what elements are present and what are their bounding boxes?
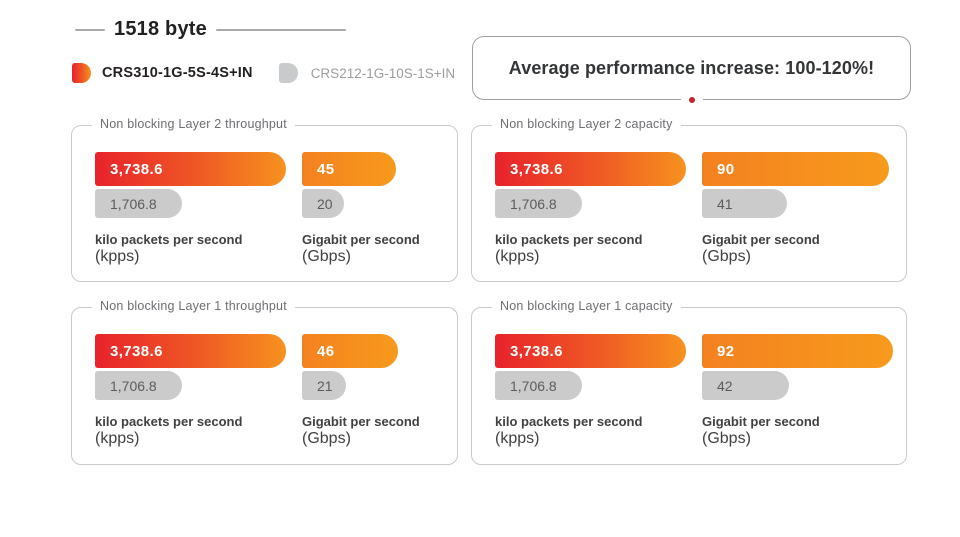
- metric-group-kpps: 3,738.6 1,706.8 kilo packets per second …: [495, 334, 702, 448]
- unit-label: Gigabit per second: [702, 414, 820, 429]
- bar-value: 92: [717, 342, 735, 360]
- bar-crs310-kpps: 3,738.6: [95, 334, 286, 368]
- bar-value: 1,706.8: [510, 195, 557, 212]
- bar-crs310-gbps: 45: [302, 152, 396, 186]
- panel-groups: 3,738.6 1,706.8 kilo packets per second …: [95, 334, 420, 448]
- bar-value: 1,706.8: [110, 377, 157, 394]
- bar-value: 20: [317, 195, 333, 212]
- metric-group-gbps: 46 21 Gigabit per second (Gbps): [302, 334, 420, 448]
- bar-value: 45: [317, 160, 335, 178]
- bar-crs310-gbps: 90: [702, 152, 889, 186]
- header-line-right: [215, 28, 346, 31]
- metric-group-gbps: 90 41 Gigabit per second (Gbps): [702, 152, 889, 266]
- unit-abbr: (kpps): [495, 430, 540, 447]
- bar-value: 3,738.6: [110, 160, 163, 178]
- unit-label: Gigabit per second: [302, 232, 420, 247]
- unit-abbr: (kpps): [95, 248, 140, 265]
- bar-value: 46: [317, 342, 335, 360]
- panel-title: Non blocking Layer 2 throughput: [92, 117, 295, 131]
- legend-label-crs212: CRS212-1G-10S-1S+IN: [310, 65, 456, 81]
- unit-abbr: (kpps): [495, 248, 540, 265]
- bar-crs310-kpps: 3,738.6: [495, 334, 686, 368]
- bar-value: 3,738.6: [510, 342, 563, 360]
- banner-dot-notch: [680, 94, 703, 106]
- unit-label: Gigabit per second: [302, 414, 420, 429]
- legend-label-crs310: CRS310-1G-5S-4S+IN: [102, 65, 253, 81]
- legend-swatch-crs310-icon: [72, 63, 91, 83]
- bar-value: 42: [717, 377, 733, 394]
- bar-crs212-gbps: 21: [302, 371, 346, 400]
- panel-title: Non blocking Layer 1 throughput: [92, 299, 295, 313]
- unit-abbr: (Gbps): [702, 248, 751, 265]
- header-line-left: [75, 28, 105, 31]
- unit-label: kilo packets per second: [95, 232, 243, 247]
- bar-crs212-gbps: 42: [702, 371, 789, 400]
- metric-group-gbps: 92 42 Gigabit per second (Gbps): [702, 334, 893, 448]
- performance-banner-text: Average performance increase: 100-120%!: [508, 57, 875, 78]
- bar-crs212-kpps: 1,706.8: [495, 371, 582, 400]
- bar-value: 21: [317, 377, 333, 394]
- panel-layer2-throughput: Non blocking Layer 2 throughput 3,738.6 …: [71, 117, 458, 282]
- bar-crs212-kpps: 1,706.8: [95, 371, 182, 400]
- bar-crs212-gbps: 20: [302, 189, 344, 218]
- bar-crs310-gbps: 92: [702, 334, 893, 368]
- unit-abbr: (Gbps): [302, 430, 351, 447]
- bar-crs310-gbps: 46: [302, 334, 398, 368]
- bar-crs212-gbps: 41: [702, 189, 787, 218]
- bar-crs212-kpps: 1,706.8: [495, 189, 582, 218]
- panel-groups: 3,738.6 1,706.8 kilo packets per second …: [495, 334, 893, 448]
- bar-value: 1,706.8: [110, 195, 157, 212]
- unit-label: Gigabit per second: [702, 232, 820, 247]
- metric-group-gbps: 45 20 Gigabit per second (Gbps): [302, 152, 420, 266]
- unit-abbr: (Gbps): [702, 430, 751, 447]
- unit-abbr: (kpps): [95, 430, 140, 447]
- panel-layer1-capacity: Non blocking Layer 1 capacity 3,738.6 1,…: [471, 299, 907, 465]
- page-title: 1518 byte: [114, 18, 207, 40]
- metric-group-kpps: 3,738.6 1,706.8 kilo packets per second …: [495, 152, 702, 266]
- panel-title: Non blocking Layer 2 capacity: [492, 117, 681, 131]
- unit-label: kilo packets per second: [95, 414, 243, 429]
- bar-value: 1,706.8: [510, 377, 557, 394]
- panel-layer2-capacity: Non blocking Layer 2 capacity 3,738.6 1,…: [471, 117, 907, 282]
- bar-value: 3,738.6: [510, 160, 563, 178]
- metric-group-kpps: 3,738.6 1,706.8 kilo packets per second …: [95, 152, 302, 266]
- bar-crs310-kpps: 3,738.6: [495, 152, 686, 186]
- bar-value: 90: [717, 160, 735, 178]
- bar-crs310-kpps: 3,738.6: [95, 152, 286, 186]
- panel-groups: 3,738.6 1,706.8 kilo packets per second …: [95, 152, 420, 266]
- bar-value: 41: [717, 195, 733, 212]
- panel-layer1-throughput: Non blocking Layer 1 throughput 3,738.6 …: [71, 299, 458, 465]
- legend-swatch-crs212-icon: [278, 63, 298, 83]
- unit-label: kilo packets per second: [495, 232, 643, 247]
- red-dot-icon: [688, 97, 695, 103]
- panel-groups: 3,738.6 1,706.8 kilo packets per second …: [495, 152, 889, 266]
- legend: CRS310-1G-5S-4S+IN CRS212-1G-10S-1S+IN: [72, 63, 455, 83]
- bar-value: 3,738.6: [110, 342, 163, 360]
- header: 1518 byte: [75, 18, 346, 41]
- bar-crs212-kpps: 1,706.8: [95, 189, 182, 218]
- metric-group-kpps: 3,738.6 1,706.8 kilo packets per second …: [95, 334, 302, 448]
- unit-label: kilo packets per second: [495, 414, 643, 429]
- panel-title: Non blocking Layer 1 capacity: [492, 299, 681, 313]
- performance-banner: Average performance increase: 100-120%!: [472, 36, 911, 106]
- unit-abbr: (Gbps): [302, 248, 351, 265]
